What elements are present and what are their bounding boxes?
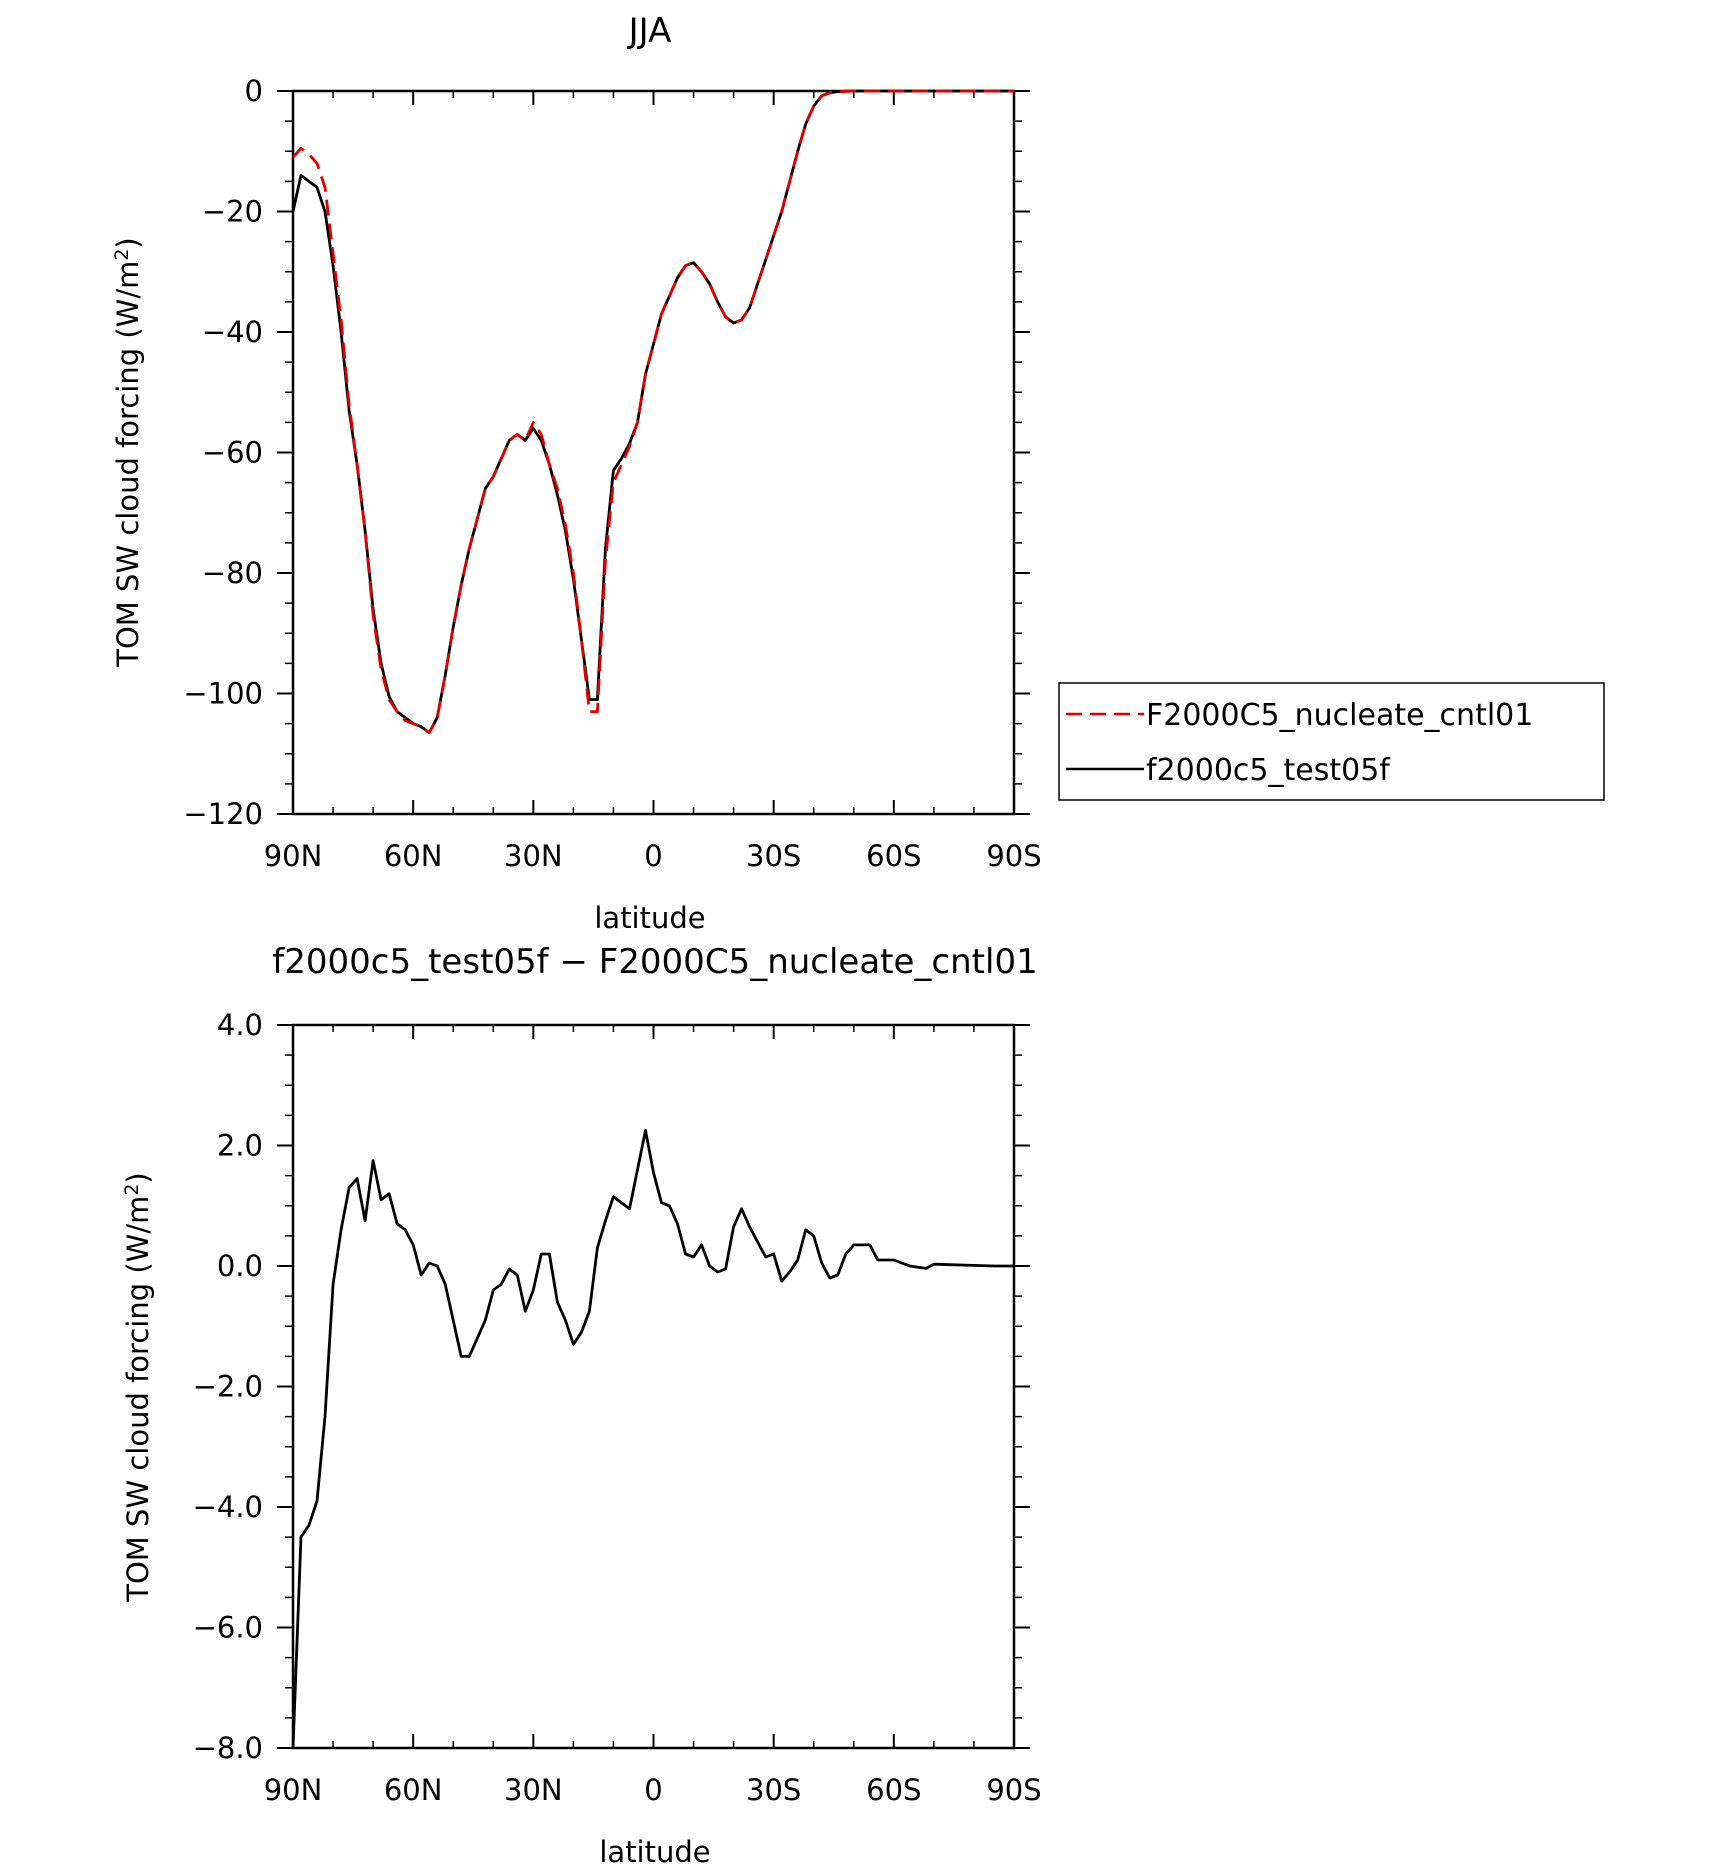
bottom-y-tick-label: −8.0 <box>193 1731 263 1765</box>
legend-box <box>1058 682 1605 801</box>
top-x-tick-label: 90N <box>264 839 323 873</box>
bottom-x-tick-label: 0 <box>644 1773 662 1807</box>
top-x-tick-label: 30S <box>746 839 801 873</box>
legend-label-cntl01: F2000C5_nucleate_cntl01 <box>1146 698 1533 733</box>
top-series-line-1 <box>291 89 1014 735</box>
legend-label-test05f: f2000c5_test05f <box>1146 753 1391 788</box>
top-y-tick-label: −40 <box>202 315 263 349</box>
bottom-x-tick-label: 60N <box>384 1773 443 1807</box>
bottom-y-axis-label-close: ) <box>121 1172 155 1183</box>
top-y-tick-label: −60 <box>202 436 263 470</box>
top-y-tick-label: −100 <box>183 677 263 711</box>
bottom-y-tick-label: 4.0 <box>217 1008 263 1042</box>
top-x-tick-label: 0 <box>644 839 662 873</box>
bottom-y-axis-label: TOM SW cloud forcing (W/m2) <box>121 1172 155 1603</box>
top-y-tick-label: −80 <box>202 556 263 590</box>
bottom-x-tick-label: 30N <box>504 1773 563 1807</box>
top-chart-title: JJA <box>627 11 672 51</box>
bottom-y-tick-label: −4.0 <box>193 1490 263 1524</box>
bottom-x-tick-label: 30S <box>746 1773 801 1807</box>
top-y-axis-label-sup: 2 <box>111 249 133 261</box>
top-y-tick-label: −20 <box>202 195 263 229</box>
bottom-x-tick-label: 60S <box>866 1773 921 1807</box>
top-y-tick-label: −120 <box>183 797 263 831</box>
bottom-series-line-0 <box>291 1129 1014 1749</box>
bottom-x-tick-label: 90N <box>264 1773 323 1807</box>
bottom-y-tick-label: 0.0 <box>217 1249 263 1283</box>
top-y-axis-label: TOM SW cloud forcing (W/m2) <box>111 237 145 668</box>
top-x-tick-label: 30N <box>504 839 563 873</box>
bottom-x-tick-label: 90S <box>986 1773 1041 1807</box>
top-series-line-0 <box>291 89 1014 735</box>
top-x-axis-label: latitude <box>594 901 705 935</box>
bottom-series-group <box>291 1129 1014 1749</box>
top-y-axis-label-main: TOM SW cloud forcing (W/m <box>111 261 145 668</box>
bottom-chart-panel: f2000c5_test05f − F2000C5_nucleate_cntl0… <box>121 942 1042 1866</box>
top-series-group <box>291 89 1014 735</box>
top-chart-panel: JJA 90N 60N 30N 0 30S 60S 90S 0 −20 −40 −60 −80 −100… <box>111 11 1605 935</box>
bottom-x-axis-label: latitude <box>599 1835 710 1866</box>
bottom-chart-title: f2000c5_test05f − F2000C5_nucleate_cntl0… <box>272 942 1037 982</box>
top-x-tick-label: 60S <box>866 839 921 873</box>
top-plot-frame <box>291 89 1016 816</box>
top-x-tick-label: 60N <box>384 839 443 873</box>
top-x-tick-label: 90S <box>986 839 1041 873</box>
bottom-axis-ticks: 90N 60N 30N 0 30S 60S 90S 4.0 2.0 0.0 −2.0 −4.0 −6.0… <box>193 1008 1042 1807</box>
top-y-tick-label: 0 <box>245 74 263 108</box>
top-y-axis-label-close: ) <box>111 237 145 248</box>
bottom-y-axis-label-main: TOM SW cloud forcing (W/m <box>121 1196 155 1603</box>
bottom-y-tick-label: −2.0 <box>193 1370 263 1404</box>
top-axis-ticks: 90N 60N 30N 0 30S 60S 90S 0 −20 −40 −60 −80 −100 −120 <box>183 74 1041 873</box>
legend: F2000C5_nucleate_cntl01 f2000c5_test05f <box>1058 682 1605 801</box>
bottom-y-tick-label: 2.0 <box>217 1129 263 1163</box>
bottom-y-axis-label-sup: 2 <box>121 1184 143 1196</box>
bottom-plot-frame <box>291 1023 1016 1750</box>
bottom-y-tick-label: −6.0 <box>193 1611 263 1645</box>
